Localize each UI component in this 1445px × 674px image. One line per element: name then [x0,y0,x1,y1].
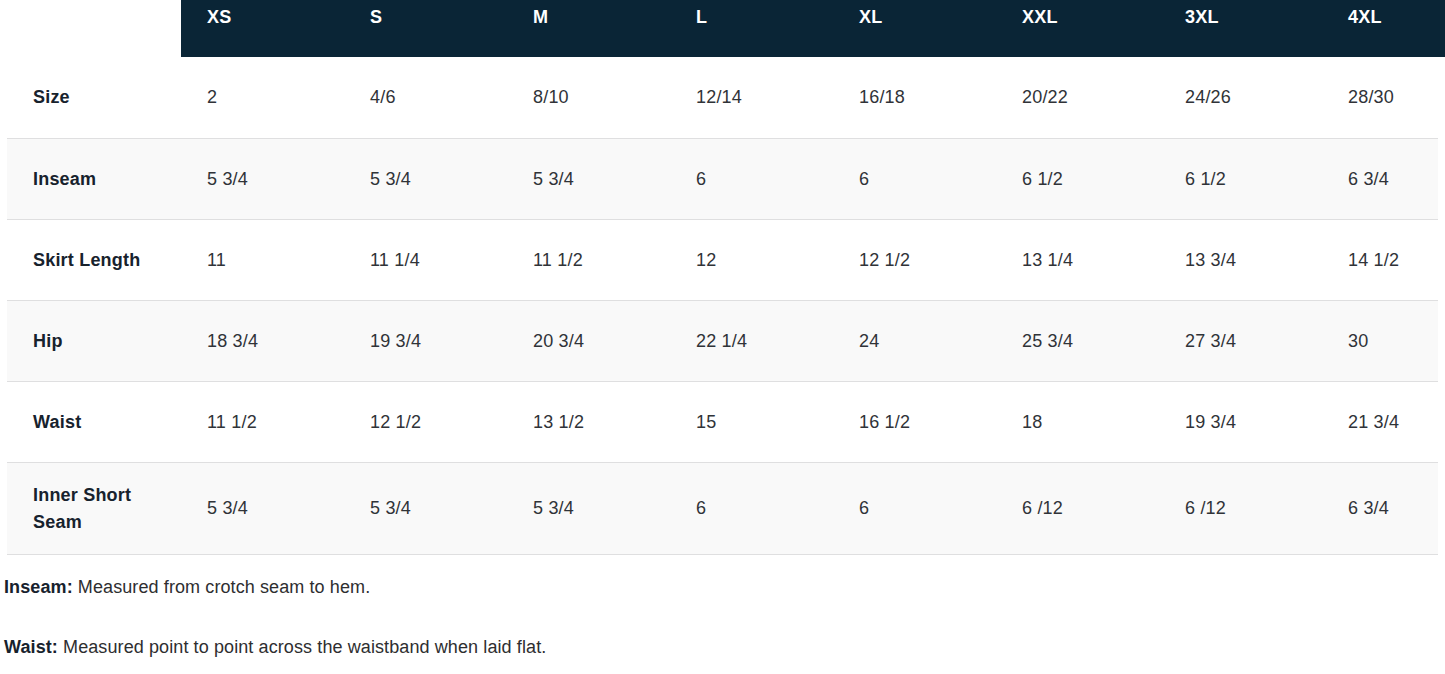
table-cell: 11 [181,250,344,271]
row-label-text: Size [33,84,70,111]
table-cell: 13 3/4 [1159,250,1322,271]
table-cell: 25 3/4 [996,331,1159,352]
table-cell: 2 [181,87,344,108]
table-cell: 6 [670,498,833,519]
table-cell: 6 3/4 [1322,498,1438,519]
note: Inseam: Measured from crotch seam to hem… [4,573,1445,601]
measurement-notes: Inseam: Measured from crotch seam to hem… [0,573,1445,661]
table-cell: 6 [833,498,996,519]
row-label: Skirt Length [7,247,181,274]
table-cell: 12/14 [670,87,833,108]
note: Waist: Measured point to point across th… [4,633,1445,661]
table-cell: 21 3/4 [1322,412,1438,433]
table-cell: 13 1/2 [507,412,670,433]
size-chart-page: XSSMLXLXXL3XL4XL Size24/68/1012/1416/182… [0,0,1445,674]
column-header-l: L [670,0,833,57]
table-cell: 12 1/2 [344,412,507,433]
column-header-4xl: 4XL [1322,0,1445,57]
table-row-inner-short-seam: Inner Short Seam5 3/45 3/45 3/4666 /126 … [7,463,1438,555]
table-cell: 6 [670,169,833,190]
row-label-text: Inner Short Seam [33,482,158,536]
table-header-row: XSSMLXLXXL3XL4XL [0,0,1445,57]
row-label-text: Inseam [33,166,96,193]
size-column-headers: XSSMLXLXXL3XL4XL [181,0,1445,57]
table-cell: 19 3/4 [344,331,507,352]
table-cell: 6 /12 [1159,498,1322,519]
table-cell: 5 3/4 [344,169,507,190]
note-text: Measured point to point across the waist… [63,637,546,657]
row-label: Size [7,84,181,111]
table-cell: 11 1/2 [181,412,344,433]
table-row-size: Size 24/68/1012/1416/1820/2224/2628/30 [7,57,1438,139]
table-cell: 24/26 [1159,87,1322,108]
table-cell: 5 3/4 [181,169,344,190]
table-cell: 14 1/2 [1322,250,1438,271]
row-label: Inner Short Seam [7,482,181,536]
table-cell: 16/18 [833,87,996,108]
column-header-xxl: XXL [996,0,1159,57]
table-cell: 18 3/4 [181,331,344,352]
table-cell: 6 [833,169,996,190]
row-label-text: Skirt Length [33,247,140,274]
column-header-xs: XS [181,0,344,57]
table-cell: 6 1/2 [1159,169,1322,190]
table-cell: 5 3/4 [507,169,670,190]
table-cell: 15 [670,412,833,433]
table-body: Size 24/68/1012/1416/1820/2224/2628/30 Ins… [0,57,1445,555]
table-row-inseam: Inseam5 3/45 3/45 3/4666 1/26 1/26 3/4 [7,139,1438,220]
table-cell: 5 3/4 [507,498,670,519]
column-header-s: S [344,0,507,57]
table-row-waist: Waist 11 1/212 1/213 1/21516 1/21819 3/42… [7,382,1438,463]
table-cell: 5 3/4 [344,498,507,519]
table-cell: 13 1/4 [996,250,1159,271]
table-cell: 22 1/4 [670,331,833,352]
column-header-3xl: 3XL [1159,0,1322,57]
table-cell: 11 1/2 [507,250,670,271]
size-chart-table: XSSMLXLXXL3XL4XL Size24/68/1012/1416/182… [0,0,1445,555]
table-cell: 30 [1322,331,1438,352]
table-cell: 6 1/2 [996,169,1159,190]
table-cell: 12 1/2 [833,250,996,271]
column-header-xl: XL [833,0,996,57]
table-cell: 28/30 [1322,87,1438,108]
table-cell: 27 3/4 [1159,331,1322,352]
row-label: Hip [7,328,181,355]
header-spacer [0,0,181,57]
table-cell: 12 [670,250,833,271]
table-cell: 19 3/4 [1159,412,1322,433]
table-cell: 6 3/4 [1322,169,1438,190]
table-row-skirt-length: Skirt Length 1111 1/411 1/21212 1/213 1/4… [7,220,1438,301]
table-cell: 8/10 [507,87,670,108]
table-cell: 4/6 [344,87,507,108]
table-row-hip: Hip 18 3/419 3/420 3/422 1/42425 3/427 3/… [7,301,1438,382]
table-cell: 18 [996,412,1159,433]
note-text: Measured from crotch seam to hem. [78,577,370,597]
table-cell: 6 /12 [996,498,1159,519]
note-term: Waist: [4,637,58,657]
column-header-m: M [507,0,670,57]
table-cell: 24 [833,331,996,352]
table-cell: 20/22 [996,87,1159,108]
table-cell: 5 3/4 [181,498,344,519]
table-cell: 20 3/4 [507,331,670,352]
row-label: Inseam [7,166,181,193]
note-term: Inseam: [4,577,73,597]
table-cell: 11 1/4 [344,250,507,271]
row-label: Waist [7,409,181,436]
row-label-text: Hip [33,328,63,355]
table-cell: 16 1/2 [833,412,996,433]
row-label-text: Waist [33,409,81,436]
